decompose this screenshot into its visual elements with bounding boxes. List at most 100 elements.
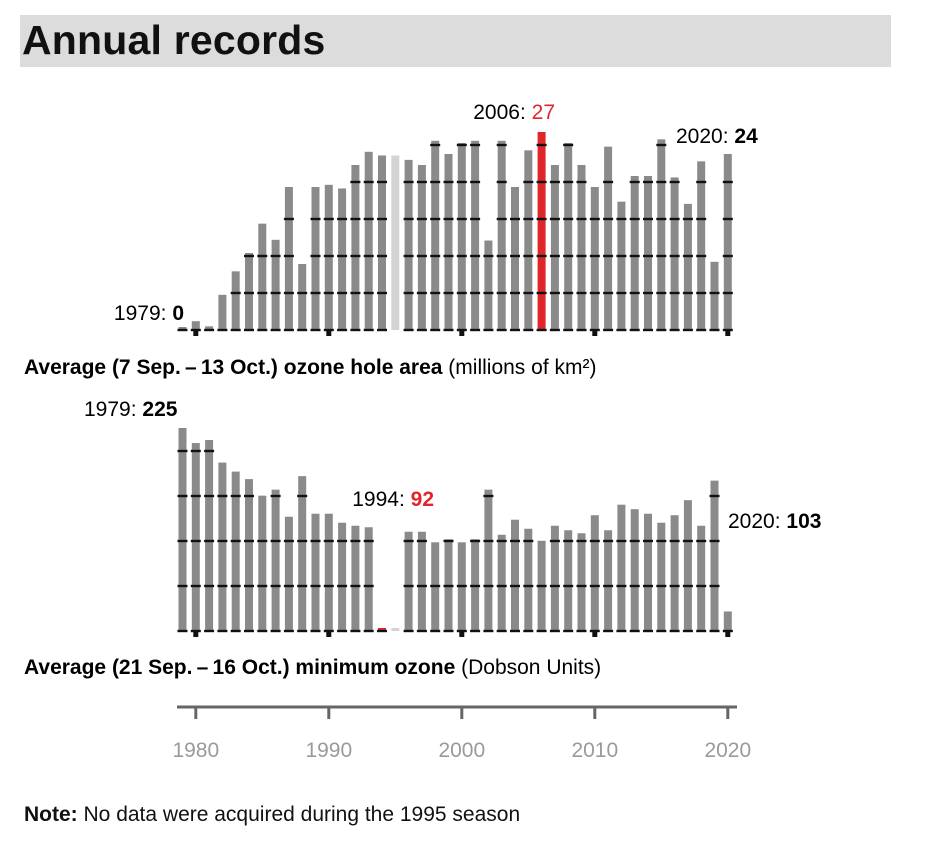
grid-seg <box>297 494 308 498</box>
bar-2-2004 <box>511 519 519 631</box>
grid-seg <box>217 584 228 588</box>
grid-seg <box>177 328 188 332</box>
grid-seg <box>283 291 294 295</box>
bar-1-2010 <box>590 187 599 330</box>
bar-2-1982 <box>218 462 227 631</box>
grid-seg <box>669 254 680 258</box>
grid-seg <box>589 291 600 295</box>
grid-seg <box>443 291 454 295</box>
grid-seg <box>682 328 693 332</box>
bar-1-2020 <box>723 154 732 330</box>
grid-seg <box>323 584 334 588</box>
grid-seg <box>643 217 653 221</box>
bar-2-2014 <box>644 513 652 631</box>
grid-seg <box>563 217 574 221</box>
grid-seg <box>669 328 680 332</box>
grid-seg <box>456 254 467 258</box>
grid-seg <box>430 328 441 332</box>
grid-seg <box>616 217 627 221</box>
grid-seg <box>244 291 254 295</box>
grid-seg <box>416 539 427 543</box>
grid-seg <box>656 539 667 543</box>
grid-seg <box>403 180 414 184</box>
grid-seg <box>629 291 640 295</box>
grid-seg <box>549 328 560 332</box>
grid-seg <box>244 494 254 498</box>
grid-seg <box>523 328 534 332</box>
grid-seg <box>603 180 614 184</box>
grid-seg <box>616 629 627 633</box>
grid-seg <box>603 328 614 332</box>
grid-seg <box>643 539 653 543</box>
grid-seg <box>682 217 693 221</box>
bar-1-2004 <box>511 187 519 330</box>
decade-marker <box>193 330 199 336</box>
grid-seg <box>443 217 454 221</box>
bar-1-2001 <box>471 140 480 330</box>
grid-seg <box>443 539 454 543</box>
grid-seg <box>470 254 481 258</box>
grid-seg <box>483 291 494 295</box>
grid-seg <box>310 291 321 295</box>
grid-seg <box>576 291 587 295</box>
grid-seg <box>270 629 281 633</box>
grid-seg <box>416 217 427 221</box>
grid-seg <box>483 494 494 498</box>
grid-seg <box>483 328 494 332</box>
bar-2-2011 <box>604 530 613 631</box>
grid-seg <box>629 328 640 332</box>
grid-seg <box>549 291 560 295</box>
grid-seg <box>656 584 667 588</box>
grid-seg <box>323 291 334 295</box>
grid-seg <box>563 629 574 633</box>
grid-seg <box>696 180 707 184</box>
grid-seg <box>536 328 547 332</box>
grid-seg <box>377 629 387 633</box>
grid-seg <box>496 629 507 633</box>
grid-seg <box>682 254 693 258</box>
grid-seg <box>323 539 334 543</box>
grid-seg <box>549 539 560 543</box>
decade-marker <box>725 330 731 336</box>
bar-2-1983 <box>231 471 240 631</box>
grid-seg <box>669 539 680 543</box>
grid-seg <box>616 584 627 588</box>
grid-seg <box>430 291 441 295</box>
grid-seg <box>470 328 481 332</box>
grid-seg <box>257 629 268 633</box>
bar-1-2013 <box>630 176 639 330</box>
grid-seg <box>416 584 427 588</box>
grid-seg <box>629 254 640 258</box>
bar-1-1980 <box>191 321 200 330</box>
grid-seg <box>177 584 188 588</box>
bar-1-1999 <box>444 154 453 330</box>
annot-2-low: 1994: 92 <box>352 488 434 511</box>
bar-1-1983 <box>231 271 240 330</box>
bar-2-2020 <box>723 611 732 631</box>
bar-1-1982 <box>218 294 227 330</box>
grid-seg <box>204 449 215 453</box>
grid-seg <box>709 539 720 543</box>
grid-seg <box>496 180 507 184</box>
grid-seg <box>470 539 481 543</box>
grid-seg <box>536 217 547 221</box>
grid-seg <box>576 328 587 332</box>
grid-seg <box>696 254 707 258</box>
bar-2-1989 <box>311 513 320 631</box>
grid-seg <box>270 328 281 332</box>
bar-2-2018 <box>697 525 706 631</box>
grid-seg <box>310 584 321 588</box>
bar-1-1992 <box>351 165 360 330</box>
bar-2-2017 <box>683 500 692 631</box>
grid-seg <box>443 328 454 332</box>
grid-seg <box>722 180 733 184</box>
bar-1-2006 <box>537 132 546 330</box>
grid-seg <box>523 217 534 221</box>
bar-2-1995 <box>391 627 400 631</box>
grid-seg <box>536 254 547 258</box>
grid-seg <box>643 291 653 295</box>
grid-seg <box>310 328 321 332</box>
grid-seg <box>403 254 414 258</box>
bar-2-1992 <box>351 525 360 631</box>
grid-seg <box>323 217 334 221</box>
